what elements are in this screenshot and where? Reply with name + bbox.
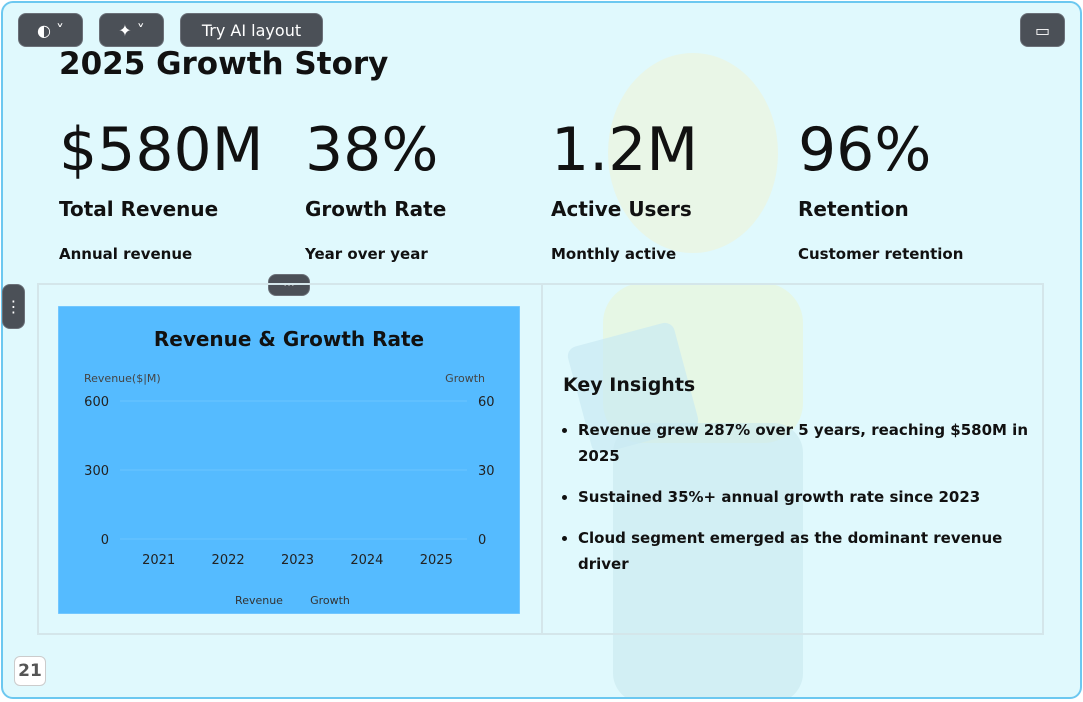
stat-caption: Monthly active — [551, 245, 677, 263]
theme-button[interactable]: ◐ ˅ — [18, 13, 83, 47]
magic-button[interactable]: ✦ ˅ — [99, 13, 164, 47]
chart: Revenue & Growth Rate Revenue($|M) Growt… — [58, 306, 520, 614]
stat-caption: Year over year — [305, 245, 428, 263]
insight-item: Revenue grew 287% over 5 years, reaching… — [578, 417, 1048, 469]
divider — [541, 284, 543, 635]
stat-value: $580M — [59, 115, 264, 185]
insights-list: Revenue grew 287% over 5 years, reaching… — [556, 417, 1048, 592]
x-tick-label: 2023 — [281, 553, 314, 568]
y-tick-label: 0 — [101, 533, 109, 548]
page-number: 21 — [14, 656, 46, 686]
y2-tick-label: 30 — [478, 464, 495, 479]
ai-layout-label: Try AI layout — [201, 20, 302, 40]
y-tick-label: 300 — [84, 464, 109, 479]
y-tick-label: 600 — [84, 395, 109, 410]
illustration — [567, 53, 803, 697]
stat-value: 1.2M — [551, 115, 699, 185]
x-tick-label: 2022 — [212, 553, 245, 568]
insights-title: Key Insights — [563, 374, 696, 396]
legend-label: Growth — [310, 594, 350, 607]
slide-title: 2025 Growth Story — [59, 46, 389, 82]
y2-tick-label: 0 — [478, 533, 486, 548]
side-handle[interactable]: ⋮ — [2, 284, 25, 329]
stat-value: 38% — [305, 115, 439, 185]
stat-caption: Annual revenue — [59, 245, 193, 263]
insight-item: Cloud segment emerged as the dominant re… — [578, 525, 1048, 577]
ai-layout-button[interactable]: Try AI layout — [180, 13, 323, 47]
y2-tick-label: 60 — [478, 395, 495, 410]
insight-item: Sustained 35%+ annual growth rate since … — [578, 484, 1048, 510]
stat-label: Retention — [798, 197, 909, 221]
x-tick-label: 2021 — [142, 553, 175, 568]
content-box — [37, 283, 1044, 635]
legend-label: Revenue — [235, 594, 283, 607]
drag-handle[interactable]: ··· — [268, 274, 310, 296]
y2-axis-label: Growth — [445, 372, 485, 385]
chart-bg — [58, 306, 520, 614]
stat-caption: Customer retention — [798, 245, 964, 263]
stat-value: 96% — [798, 115, 932, 185]
x-tick-label: 2025 — [420, 553, 453, 568]
stat-label: Total Revenue — [59, 197, 219, 221]
stat-label: Growth Rate — [305, 197, 447, 221]
comment-button[interactable]: ▭ — [1020, 13, 1065, 47]
x-tick-label: 2024 — [350, 553, 383, 568]
stat-label: Active Users — [551, 197, 692, 221]
chart-title: Revenue & Growth Rate — [154, 327, 424, 351]
y-axis-label: Revenue($|M) — [84, 372, 161, 385]
